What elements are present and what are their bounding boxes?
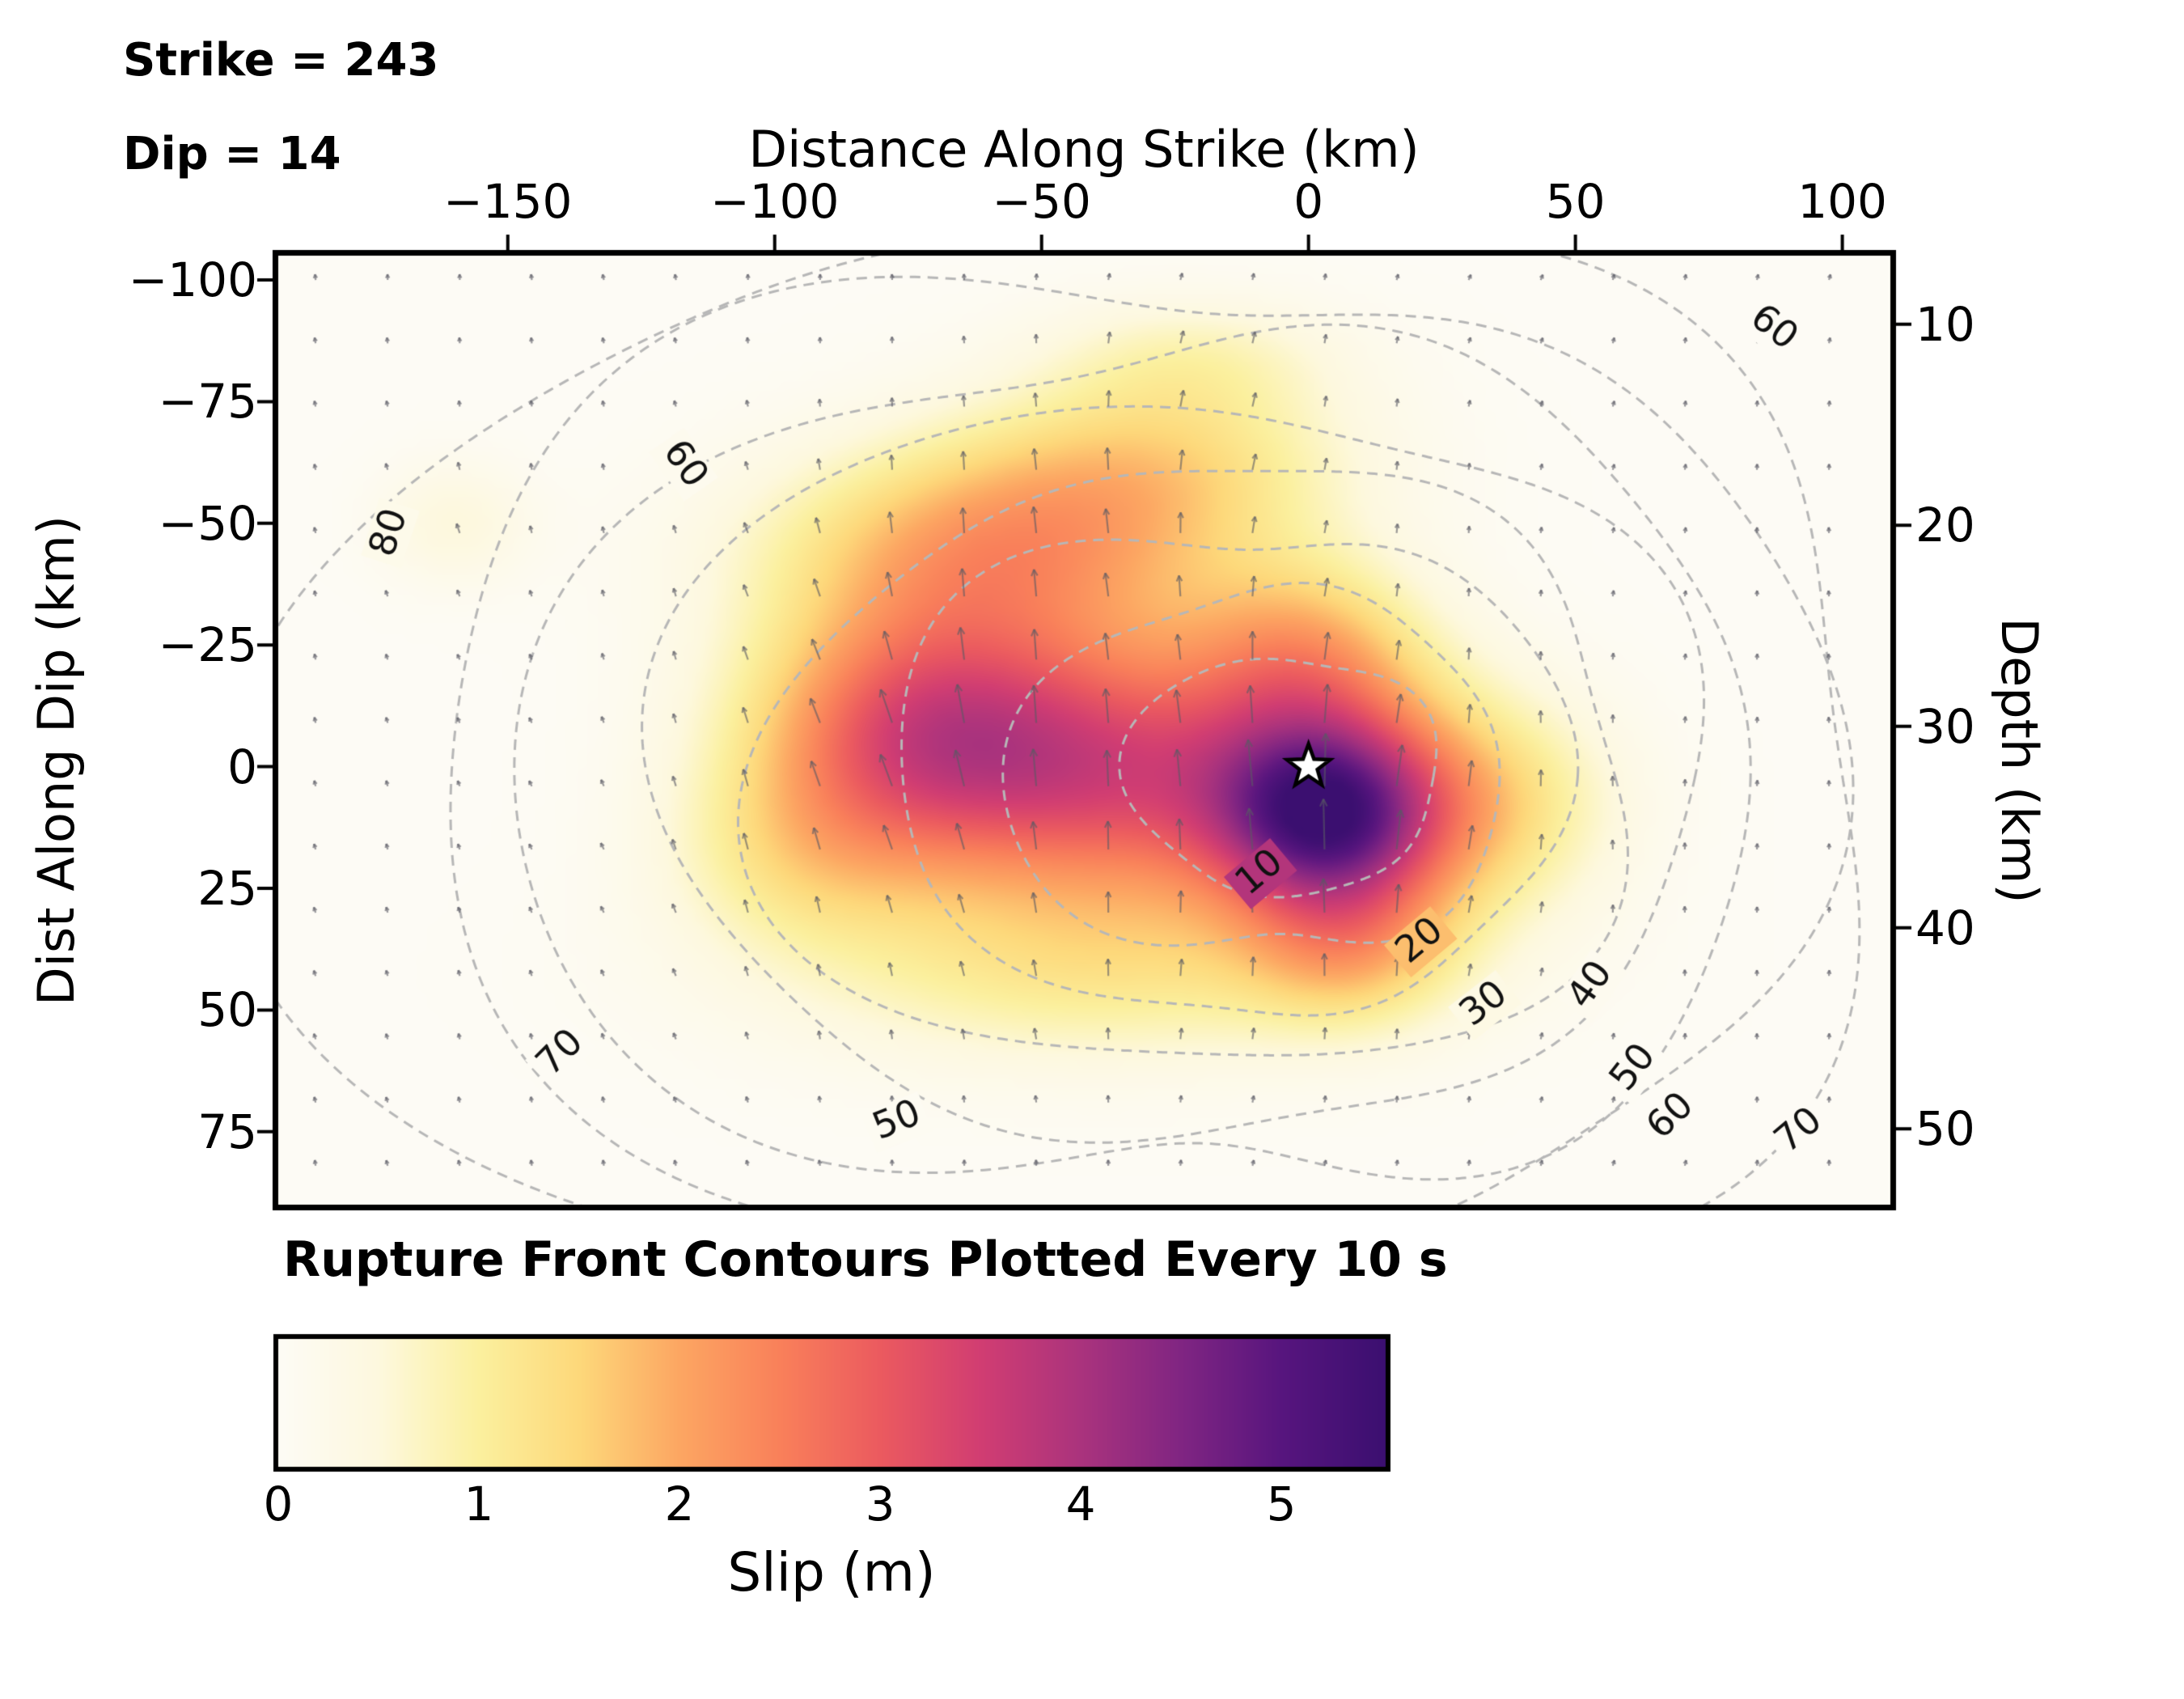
colorbar-tick-label: 2	[664, 1477, 695, 1532]
x-tick-label: 0	[1293, 174, 1324, 229]
depth-tick-label: 30	[1915, 698, 1975, 754]
colorbar-tick-label: 4	[1065, 1477, 1096, 1532]
colorbar-tick-label: 3	[865, 1477, 895, 1532]
x-tick-label: 100	[1797, 174, 1887, 229]
y-tick-label: 50	[197, 982, 257, 1038]
colorbar-tick-label: 1	[463, 1477, 494, 1532]
colorbar-tick-label: 5	[1266, 1477, 1297, 1532]
colorbar-label: Slip (m)	[727, 1541, 936, 1604]
x-tick-label: 50	[1545, 174, 1606, 229]
y-tick-label: 25	[197, 861, 257, 916]
y-tick-label: −100	[128, 252, 257, 308]
y-tick-label: −50	[158, 495, 257, 551]
colorbar-tick-label: 0	[263, 1477, 294, 1532]
depth-tick-label: 20	[1915, 498, 1975, 553]
y-tick-label: 75	[197, 1104, 257, 1159]
depth-tick-label: 50	[1915, 1101, 1975, 1157]
y-tick-label: −75	[158, 374, 257, 430]
x-tick-label: −150	[443, 174, 573, 229]
depth-tick-label: 10	[1915, 296, 1975, 352]
dip-annotation: Dip = 14	[123, 128, 341, 180]
y-tick-label: −25	[158, 617, 257, 673]
y-tick-label: 0	[227, 739, 257, 794]
x-tick-label: −100	[710, 174, 840, 229]
rupture-contour-caption: Rupture Front Contours Plotted Every 10 …	[283, 1231, 1448, 1288]
x-tick-label: −50	[992, 174, 1091, 229]
strike-annotation: Strike = 243	[123, 34, 439, 87]
x-axis-title: Distance Along Strike (km)	[748, 120, 1420, 179]
depth-tick-label: 40	[1915, 900, 1975, 955]
